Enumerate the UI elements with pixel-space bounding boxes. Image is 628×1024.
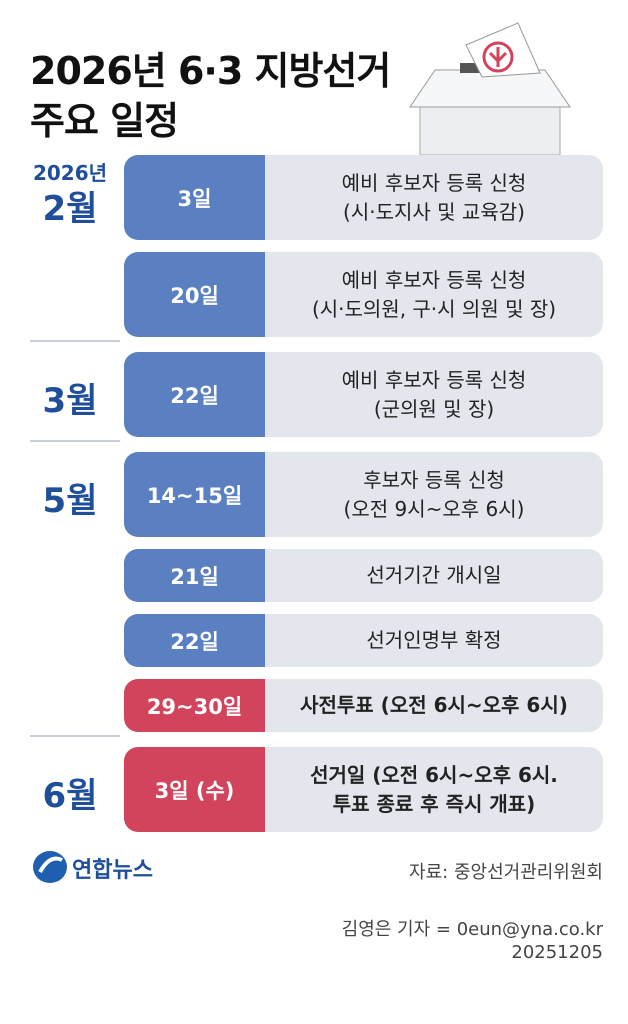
title-line: 주요 일정 [30, 99, 179, 143]
date-pill: 3일 [124, 155, 265, 240]
separator [30, 735, 120, 737]
description-line: (오전 9시~오후 6시) [343, 496, 525, 521]
description-line: 후보자 등록 신청 [363, 467, 505, 492]
description-line: 사전투표 (오전 6시~오후 6시) [300, 693, 568, 717]
description-line: (시·도지사 및 교육감) [343, 199, 525, 224]
logo-icon [33, 851, 67, 883]
logo-text: 연합뉴스 [72, 858, 153, 883]
description: 사전투표 (오전 6시~오후 6시) [265, 679, 603, 732]
description-line: 선거기간 개시일 [366, 563, 502, 587]
description-line: 선거일 (오전 6시~오후 6시. [310, 762, 558, 787]
description-line: (군의원 및 장) [373, 396, 495, 421]
description-line: 예비 후보자 등록 신청 [341, 170, 527, 195]
date-pill: 22일 [124, 352, 265, 437]
description: 예비 후보자 등록 신청 (시·도의원, 구·시 의원 및 장) [265, 252, 603, 337]
description-line: 투표 종료 후 즉시 개표) [332, 791, 536, 816]
description-line: (시·도의원, 구·시 의원 및 장) [311, 296, 557, 321]
date-pill: 3일 (수) [124, 747, 265, 832]
description: 후보자 등록 신청 (오전 9시~오후 6시) [265, 452, 603, 537]
month-label: 2월 [42, 189, 98, 229]
description: 예비 후보자 등록 신청 (시·도지사 및 교육감) [265, 155, 603, 240]
month-label: 3월 [42, 380, 98, 421]
description-line: 선거인명부 확정 [366, 628, 502, 652]
title-line: 2026년 6·3 지방선거 [30, 49, 391, 93]
description: 선거일 (오전 6시~오후 6시. 투표 종료 후 즉시 개표) [265, 747, 603, 832]
description-line: 예비 후보자 등록 신청 [341, 267, 527, 292]
date-pill: 21일 [124, 549, 265, 602]
separator [30, 440, 120, 442]
separator [30, 340, 120, 342]
date-pill: 22일 [124, 614, 265, 667]
date-pill: 14~15일 [124, 452, 265, 537]
year-label: 2026년 [32, 161, 108, 185]
description: 선거기간 개시일 [265, 549, 603, 602]
description: 선거인명부 확정 [265, 614, 603, 667]
ballot-box-icon [409, 22, 571, 155]
date: 20251205 [511, 942, 603, 963]
month-label: 5월 [42, 480, 98, 521]
date-pill: 20일 [124, 252, 265, 337]
reporter: 김영은 기자 = 0eun@yna.co.kr [341, 919, 603, 940]
description-line: 예비 후보자 등록 신청 [341, 367, 527, 392]
date-pill: 29~30일 [124, 679, 265, 732]
month-label: 6월 [42, 775, 98, 816]
description: 예비 후보자 등록 신청 (군의원 및 장) [265, 352, 603, 437]
source: 자료: 중앙선거관리위원회 [409, 862, 603, 883]
